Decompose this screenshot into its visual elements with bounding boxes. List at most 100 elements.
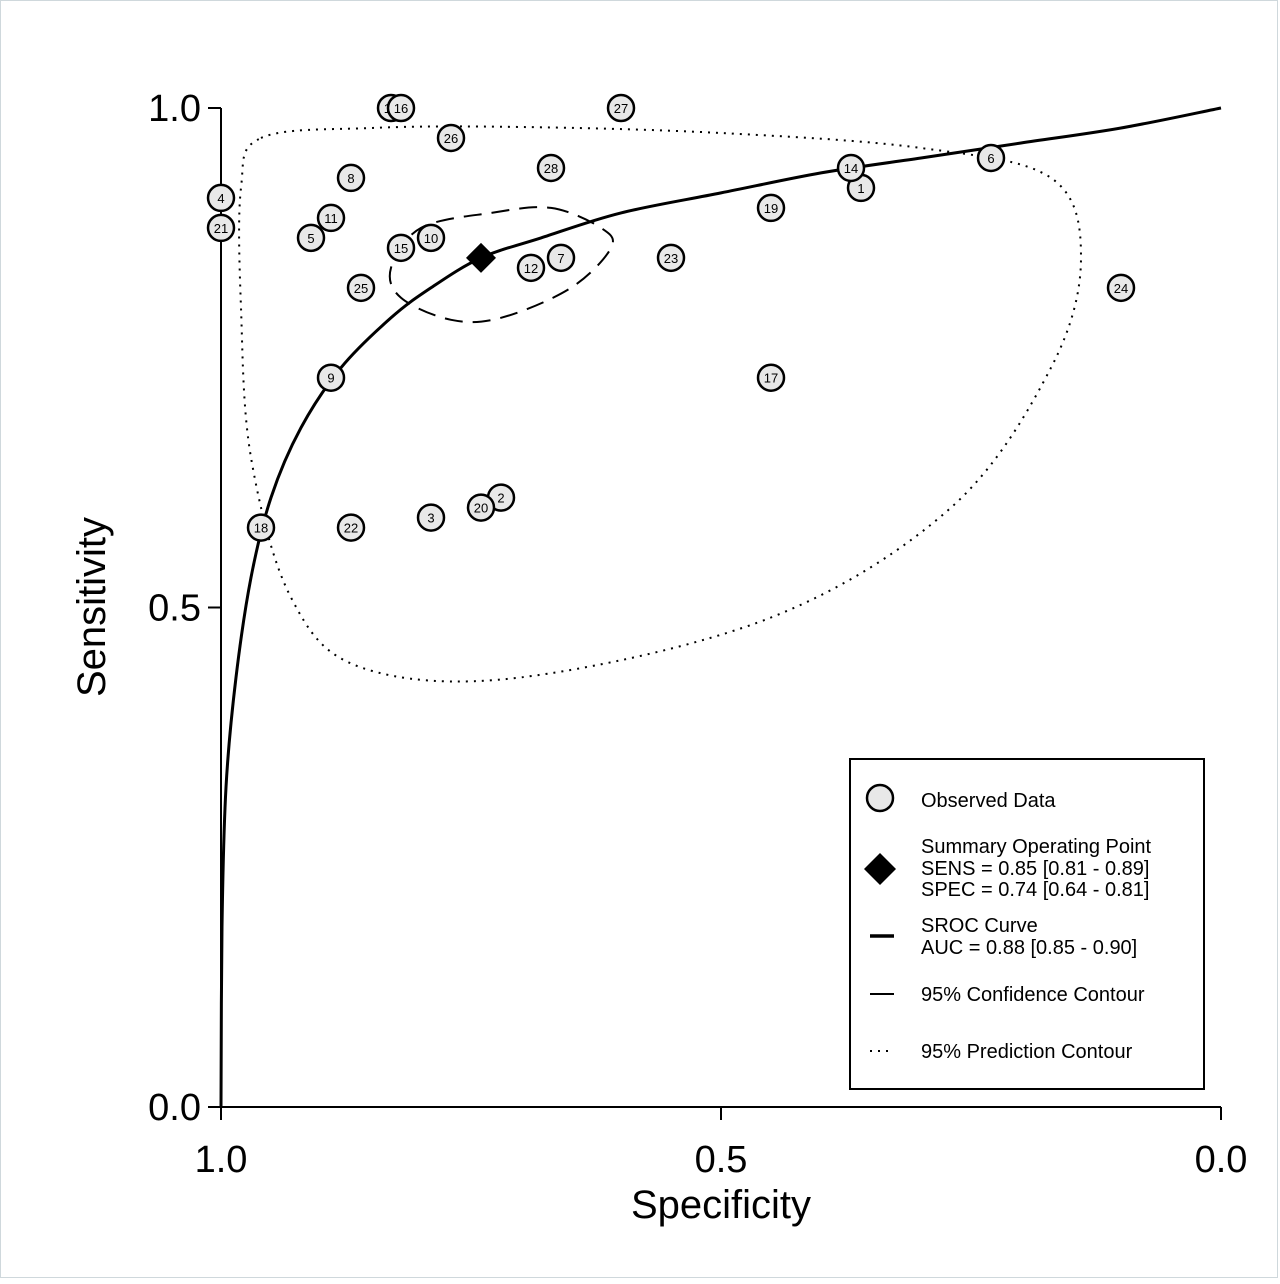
legend-summary-title: Summary Operating Point xyxy=(921,836,1152,858)
data-point-label: 12 xyxy=(524,261,538,276)
data-point: 14 xyxy=(836,153,866,183)
data-point-marker xyxy=(316,203,346,233)
data-point-marker xyxy=(336,513,366,542)
x-tick-label: 0.0 xyxy=(1195,1139,1248,1181)
legend-confidence-label: 95% Confidence Contour xyxy=(921,984,1145,1006)
data-point-label: 3 xyxy=(427,511,434,526)
data-point: 24 xyxy=(1106,273,1136,303)
y-ticks: 0.0 0.5 1.0 xyxy=(148,88,221,1129)
legend-summary-sens: SENS = 0.85 [0.81 - 0.89] xyxy=(921,858,1149,880)
data-point-label: 22 xyxy=(344,521,358,536)
data-point: 22 xyxy=(336,513,366,542)
prediction-contour xyxy=(238,125,1083,683)
data-point: 17 xyxy=(756,363,786,392)
x-tick-label: 1.0 xyxy=(195,1139,248,1181)
data-point-marker xyxy=(206,183,236,213)
data-point-marker xyxy=(1106,273,1136,303)
data-point-marker xyxy=(516,253,546,283)
data-point-marker xyxy=(546,243,576,273)
data-point-label: 20 xyxy=(474,501,488,516)
data-point: 15 xyxy=(386,233,416,263)
observed-points: 1234567891011121314151617181920212223242… xyxy=(206,93,1136,542)
legend-sroc-auc: AUC = 0.88 [0.85 - 0.90] xyxy=(921,937,1137,959)
data-point-label: 25 xyxy=(354,281,368,296)
y-tick-label: 0.0 xyxy=(148,1087,201,1129)
data-point-marker xyxy=(316,363,346,392)
x-axis-title: Specificity xyxy=(631,1183,811,1227)
data-point: 21 xyxy=(206,213,236,243)
data-point-marker xyxy=(656,243,686,273)
data-point-label: 28 xyxy=(544,161,558,176)
data-point: 20 xyxy=(466,493,496,522)
data-point-label: 5 xyxy=(307,231,314,246)
data-point-label: 19 xyxy=(764,201,778,216)
data-point-label: 24 xyxy=(1114,281,1128,296)
data-point: 28 xyxy=(536,153,566,183)
data-point: 7 xyxy=(546,243,576,273)
data-point-marker xyxy=(416,503,446,532)
data-point: 4 xyxy=(206,183,236,213)
data-point-marker xyxy=(536,153,566,183)
data-point-marker xyxy=(386,233,416,263)
data-point-marker xyxy=(436,123,466,153)
legend: Observed Data Summary Operating Point SE… xyxy=(849,758,1205,1090)
data-point: 3 xyxy=(416,503,446,532)
data-point-label: 6 xyxy=(987,151,994,166)
confidence-contour xyxy=(388,206,614,324)
summary-point-marker xyxy=(466,242,496,273)
x-tick-label: 0.5 xyxy=(695,1139,748,1181)
data-point-marker xyxy=(346,273,376,303)
data-point-marker xyxy=(756,193,786,223)
data-point: 25 xyxy=(346,273,376,303)
data-point-label: 8 xyxy=(347,171,354,186)
data-point-marker xyxy=(206,213,236,243)
data-point-marker xyxy=(756,363,786,392)
data-point-label: 23 xyxy=(664,251,678,266)
data-point-marker xyxy=(246,513,276,542)
data-point-marker xyxy=(606,93,636,123)
data-point-marker xyxy=(416,223,446,253)
data-point-label: 10 xyxy=(424,231,438,246)
x-ticks: 1.0 0.5 0.0 xyxy=(195,1107,1248,1181)
data-point-marker xyxy=(386,93,416,123)
legend-sroc-title: SROC Curve xyxy=(921,915,1038,937)
data-point-label: 17 xyxy=(764,371,778,386)
legend-summary-marker xyxy=(864,853,896,885)
data-point-label: 2 xyxy=(497,491,504,506)
data-point: 16 xyxy=(386,93,416,123)
data-point-marker xyxy=(336,163,366,193)
data-point-label: 1 xyxy=(857,181,864,196)
legend-summary-spec: SPEC = 0.74 [0.64 - 0.81] xyxy=(921,879,1149,901)
data-point-marker xyxy=(296,223,326,253)
data-point-label: 11 xyxy=(324,211,338,226)
data-point-label: 26 xyxy=(444,131,458,146)
sroc-curve xyxy=(219,106,1222,1108)
legend-observed-label: Observed Data xyxy=(921,790,1056,812)
legend-observed-marker xyxy=(865,783,895,813)
data-point: 11 xyxy=(316,203,346,233)
data-point-label: 21 xyxy=(214,221,228,236)
data-point-label: 27 xyxy=(614,101,628,116)
y-tick-label: 1.0 xyxy=(148,88,201,130)
data-point: 12 xyxy=(516,253,546,283)
data-point-label: 14 xyxy=(844,161,858,176)
data-point-marker xyxy=(466,493,496,522)
legend-box xyxy=(849,758,1205,1090)
legend-prediction-label: 95% Prediction Contour xyxy=(921,1041,1133,1063)
data-point: 5 xyxy=(296,223,326,253)
y-tick-label: 0.5 xyxy=(148,588,201,630)
y-axis-title: Sensitivity xyxy=(70,517,114,697)
data-point-label: 4 xyxy=(217,191,224,206)
data-point: 10 xyxy=(416,223,446,253)
data-point-label: 7 xyxy=(557,251,564,266)
data-point: 26 xyxy=(436,123,466,153)
data-point-marker xyxy=(836,153,866,183)
data-point: 19 xyxy=(756,193,786,223)
data-point-label: 9 xyxy=(327,371,334,386)
summary-point-group xyxy=(466,242,496,273)
data-point: 27 xyxy=(606,93,636,123)
data-point: 23 xyxy=(656,243,686,273)
data-point: 18 xyxy=(246,513,276,542)
